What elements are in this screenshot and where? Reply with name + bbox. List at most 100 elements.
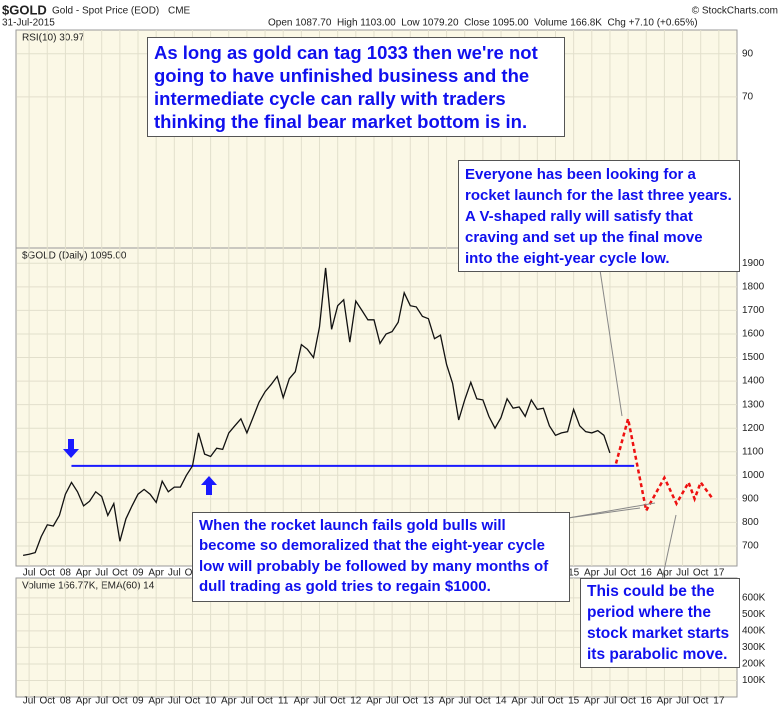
y-tick-label: 500K	[742, 609, 766, 620]
x-tick-label: Jul	[386, 696, 399, 707]
x-tick-label: Oct	[620, 568, 636, 579]
y-tick-label: 1900	[742, 258, 765, 269]
y-tick-label: 1300	[742, 399, 765, 410]
x-tick-label: Jul	[313, 696, 326, 707]
y-tick-label: 800	[742, 517, 759, 528]
x-tick-label: Jul	[531, 696, 544, 707]
x-tick-label: Jul	[241, 696, 254, 707]
x-tick-label: 10	[205, 696, 217, 707]
x-tick-label: Oct	[693, 568, 709, 579]
pointer	[567, 507, 641, 519]
x-tick-label: Oct	[548, 696, 564, 707]
x-tick-label: Oct	[39, 568, 55, 579]
x-tick-label: 08	[60, 568, 72, 579]
x-tick-label: 08	[60, 696, 72, 707]
price-label: $GOLD (Daily) 1095.00	[22, 251, 127, 262]
price-line	[22, 267, 611, 557]
y-tick-label: 1400	[742, 376, 765, 387]
x-tick-label: Apr	[657, 696, 673, 707]
x-tick-label: 09	[132, 568, 144, 579]
date: 31-Jul-2015	[2, 18, 55, 29]
x-tick-label: Jul	[95, 568, 108, 579]
y-tick-label: 1500	[742, 352, 765, 363]
x-tick-label: Apr	[148, 568, 164, 579]
arrow-down	[63, 439, 79, 458]
x-tick-label: Jul	[676, 696, 689, 707]
y-tick-label: 400K	[742, 626, 766, 637]
x-tick-label: Apr	[584, 696, 600, 707]
x-tick-label: Apr	[511, 696, 527, 707]
x-tick-label: 12	[350, 696, 362, 707]
pointer	[599, 269, 623, 417]
y-tick-label: 1100	[742, 446, 764, 457]
x-tick-label: 17	[713, 696, 725, 707]
annotation: This could be the period where the stock…	[580, 578, 740, 668]
x-tick-label: Oct	[185, 696, 201, 707]
y-tick-label: 1000	[742, 470, 765, 481]
x-tick-label: 14	[495, 696, 507, 707]
x-tick-label: Apr	[657, 568, 673, 579]
y-tick-label: 1200	[742, 423, 765, 434]
x-tick-label: Jul	[23, 568, 36, 579]
x-tick-label: 16	[641, 568, 653, 579]
x-tick-label: Jul	[676, 568, 689, 579]
x-tick-label: 15	[568, 568, 580, 579]
pointer	[661, 514, 677, 581]
y-tick-label: 1800	[742, 282, 765, 293]
y-tick-label: 300K	[742, 642, 766, 653]
x-tick-label: Jul	[168, 568, 181, 579]
y-tick-label: 90	[742, 48, 754, 59]
x-tick-label: Oct	[620, 696, 636, 707]
x-tick-label: Apr	[294, 696, 310, 707]
x-tick-label: Oct	[112, 568, 128, 579]
x-tick-label: Oct	[39, 696, 55, 707]
x-tick-label: Jul	[604, 696, 617, 707]
x-tick-label: Apr	[439, 696, 455, 707]
x-tick-label: Oct	[475, 696, 491, 707]
x-tick-label: Jul	[23, 696, 36, 707]
x-tick-label: Apr	[366, 696, 382, 707]
exchange: CME	[168, 6, 191, 17]
y-tick-label: 1600	[742, 329, 765, 340]
y-tick-label: 100K	[742, 675, 766, 686]
x-tick-label: Jul	[168, 696, 181, 707]
instrument-name: Gold - Spot Price (EOD)	[52, 6, 159, 17]
x-tick-label: Oct	[693, 696, 709, 707]
y-tick-label: 900	[742, 494, 759, 505]
volume-label: Volume 166.77K, EMA(60) 14	[22, 581, 155, 592]
x-tick-label: Apr	[76, 696, 92, 707]
quote: Open 1087.70 High 1103.00 Low 1079.20 Cl…	[268, 18, 698, 29]
rsi-label: RSI(10) 30.97	[22, 33, 85, 44]
x-tick-label: Oct	[330, 696, 346, 707]
y-tick-label: 700	[742, 541, 759, 552]
x-tick-label: Oct	[402, 696, 418, 707]
x-tick-label: Apr	[584, 568, 600, 579]
y-tick-label: 600K	[742, 592, 766, 603]
x-tick-label: Oct	[257, 696, 273, 707]
price-line	[614, 418, 714, 515]
x-tick-label: Oct	[112, 696, 128, 707]
symbol: $GOLD	[2, 2, 47, 17]
overlay	[63, 269, 677, 581]
x-tick-label: 11	[278, 696, 289, 707]
x-tick-label: Jul	[95, 696, 108, 707]
x-tick-label: Apr	[148, 696, 164, 707]
x-tick-label: 17	[713, 568, 725, 579]
x-tick-label: Jul	[604, 568, 617, 579]
x-tick-label: 09	[132, 696, 144, 707]
arrow-up	[201, 476, 217, 495]
annotation: Everyone has been looking for a rocket l…	[458, 160, 740, 272]
y-tick-label: 1700	[742, 305, 765, 316]
y-tick-label: 70	[742, 92, 754, 103]
x-tick-label: Apr	[221, 696, 237, 707]
x-tick-label: 13	[423, 696, 435, 707]
x-tick-label: 16	[641, 696, 653, 707]
annotation: When the rocket launch fails gold bulls …	[192, 512, 570, 602]
x-tick-label: Apr	[76, 568, 92, 579]
credit: © StockCharts.com	[692, 6, 778, 17]
x-tick-label: Jul	[458, 696, 471, 707]
annotation: As long as gold can tag 1033 then we're …	[147, 37, 565, 137]
y-tick-label: 200K	[742, 659, 766, 670]
x-tick-label: 15	[568, 696, 580, 707]
